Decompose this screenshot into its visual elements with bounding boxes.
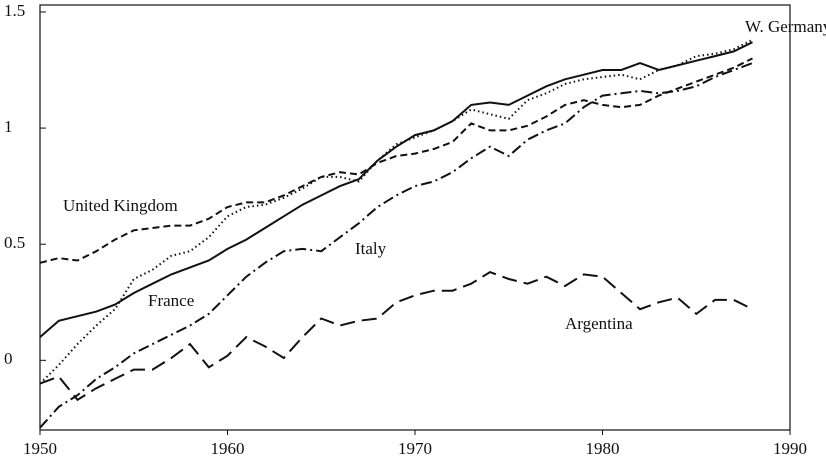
x-tick-label: 1970	[398, 439, 432, 458]
y-tick-label: 0	[4, 349, 13, 368]
x-tick-label: 1960	[211, 439, 245, 458]
series-line	[39, 38, 753, 385]
series-label: W. Germany	[745, 17, 826, 36]
x-tick-label: 1980	[586, 439, 620, 458]
series-line	[39, 57, 753, 264]
series-label: France	[148, 291, 194, 310]
series-label: Italy	[355, 239, 387, 258]
plot-frame	[39, 4, 791, 431]
x-tick-label: 1990	[773, 439, 807, 458]
series-line	[39, 62, 753, 429]
y-tick-label: 1.5	[4, 1, 25, 20]
series-line	[39, 41, 753, 338]
x-tick-label: 1950	[23, 439, 57, 458]
series-label: Argentina	[565, 314, 633, 333]
series-label: United Kingdom	[63, 196, 178, 215]
y-tick-label: 1	[4, 117, 13, 136]
y-tick-label: 0.5	[4, 233, 25, 252]
series-line	[39, 270, 753, 402]
